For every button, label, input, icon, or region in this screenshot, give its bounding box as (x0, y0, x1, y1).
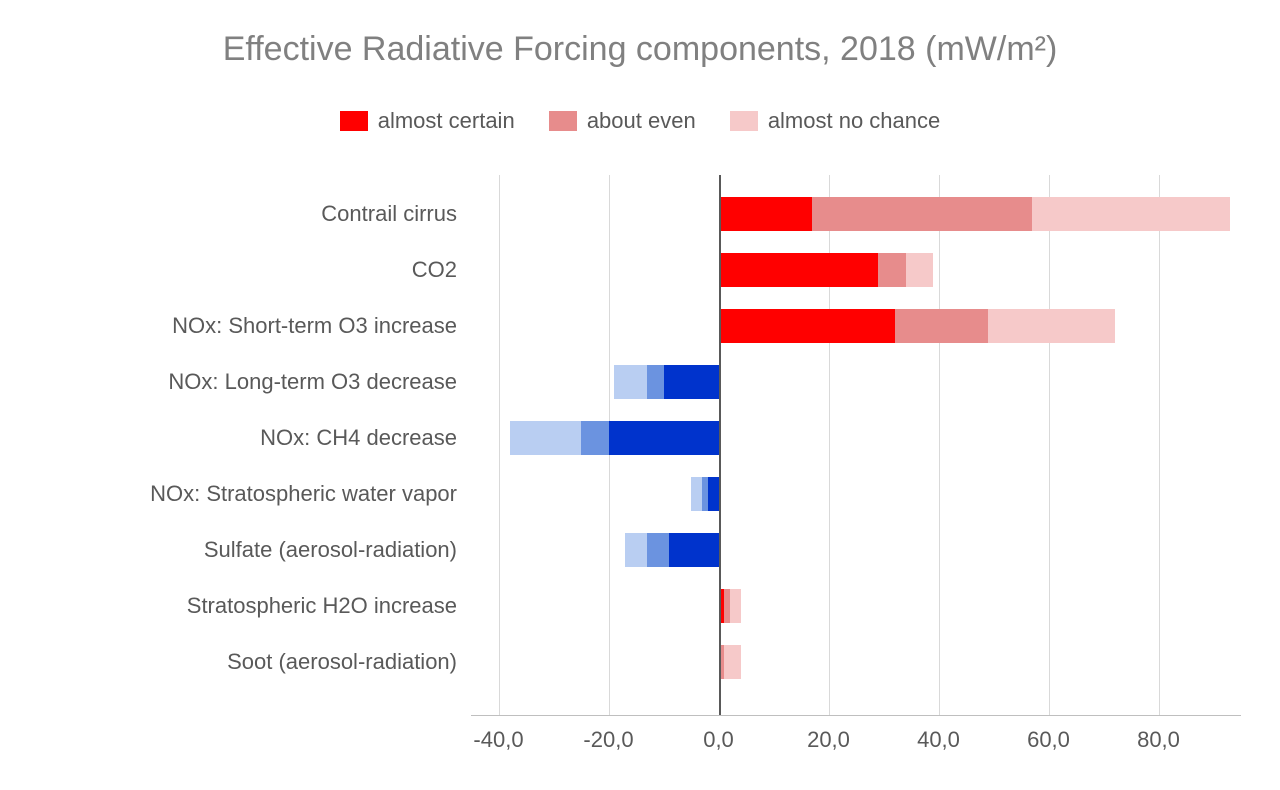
zero-line (719, 175, 721, 715)
legend-swatch (730, 111, 758, 131)
bar-segment-nochance (724, 645, 741, 679)
category-label: Stratospheric H2O increase (187, 593, 471, 619)
category-label: NOx: CH4 decrease (260, 425, 471, 451)
category-label: Soot (aerosol-radiation) (227, 649, 471, 675)
bar-segment-nochance (614, 365, 647, 399)
bar-row: CO2 (471, 253, 1241, 287)
bar-segment-certain (708, 477, 719, 511)
legend: almost certain about even almost no chan… (0, 108, 1280, 137)
bar-row: NOx: Long-term O3 decrease (471, 365, 1241, 399)
bar-segment-nochance (691, 477, 702, 511)
plot-area: -40,0-20,00,020,040,060,080,0Contrail ci… (471, 175, 1241, 715)
x-tick-label: 60,0 (1027, 715, 1070, 753)
x-axis-line (471, 715, 1241, 716)
bar-row: Sulfate (aerosol-radiation) (471, 533, 1241, 567)
x-tick-label: 0,0 (703, 715, 734, 753)
bar-segment-even (702, 477, 708, 511)
bar-segment-even (647, 533, 669, 567)
bar-segment-certain (719, 253, 879, 287)
legend-swatch (340, 111, 368, 131)
legend-label: almost certain (378, 108, 515, 134)
chart-container: Effective Radiative Forcing components, … (0, 0, 1280, 790)
legend-item-even: about even (549, 108, 696, 134)
bar-row: NOx: Stratospheric water vapor (471, 477, 1241, 511)
bar-segment-nochance (510, 421, 582, 455)
bar-segment-even (812, 197, 1032, 231)
bar-segment-nochance (730, 589, 741, 623)
bar-segment-nochance (988, 309, 1115, 343)
bar-segment-certain (664, 365, 719, 399)
category-label: Contrail cirrus (321, 201, 471, 227)
bar-segment-certain (719, 309, 895, 343)
bar-segment-certain (669, 533, 719, 567)
category-label: CO2 (412, 257, 471, 283)
bar-row: Contrail cirrus (471, 197, 1241, 231)
chart-title: Effective Radiative Forcing components, … (0, 30, 1280, 69)
legend-label: almost no chance (768, 108, 940, 134)
x-tick-label: 80,0 (1137, 715, 1180, 753)
category-label: NOx: Stratospheric water vapor (150, 481, 471, 507)
x-tick-label: -40,0 (473, 715, 523, 753)
bar-segment-nochance (906, 253, 934, 287)
bar-segment-certain (719, 197, 813, 231)
x-tick-label: 40,0 (917, 715, 960, 753)
bar-segment-even (581, 421, 609, 455)
bar-segment-even (895, 309, 989, 343)
bar-segment-certain (609, 421, 719, 455)
bar-row: Stratospheric H2O increase (471, 589, 1241, 623)
legend-item-nochance: almost no chance (730, 108, 940, 134)
category-label: NOx: Long-term O3 decrease (168, 369, 471, 395)
bar-segment-nochance (1032, 197, 1230, 231)
bar-row: NOx: Short-term O3 increase (471, 309, 1241, 343)
bar-row: Soot (aerosol-radiation) (471, 645, 1241, 679)
bar-segment-nochance (625, 533, 647, 567)
bar-segment-even (647, 365, 664, 399)
legend-item-certain: almost certain (340, 108, 515, 134)
category-label: Sulfate (aerosol-radiation) (204, 537, 471, 563)
category-label: NOx: Short-term O3 increase (172, 313, 471, 339)
legend-swatch (549, 111, 577, 131)
bar-segment-even (878, 253, 906, 287)
x-tick-label: 20,0 (807, 715, 850, 753)
legend-label: about even (587, 108, 696, 134)
x-tick-label: -20,0 (583, 715, 633, 753)
bar-row: NOx: CH4 decrease (471, 421, 1241, 455)
